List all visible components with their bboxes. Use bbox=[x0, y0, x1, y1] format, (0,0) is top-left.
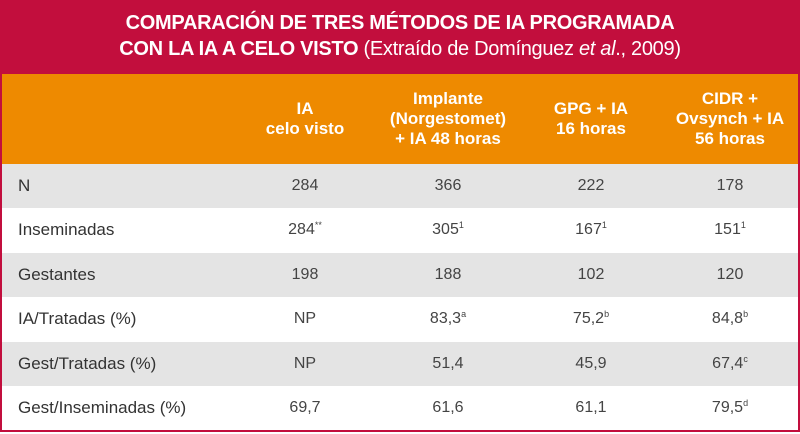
row-label: Gest/Inseminadas (%) bbox=[18, 398, 187, 417]
column-header: Implante (Norgestomet) + IA 48 horas bbox=[389, 89, 507, 148]
table-cell: NP bbox=[293, 310, 317, 328]
footnote-mark: 1 bbox=[458, 220, 464, 231]
title-line-1: COMPARACIÓN DE TRES MÉTODOS DE IA PROGRA… bbox=[125, 12, 675, 34]
title-line-2: CON LA IA A CELO VISTO (Extraído de Domí… bbox=[0, 38, 800, 61]
table-cell: 51,4 bbox=[432, 354, 464, 372]
table-cell: 222 bbox=[577, 177, 605, 194]
table-cell: 1511 bbox=[714, 220, 746, 239]
source-citation: (Extraído de Domínguez et al., 2009) bbox=[364, 38, 681, 60]
source-prefix: (Extraído de Domínguez bbox=[363, 38, 579, 60]
table-row: Gestantes 198 188 102 120 bbox=[2, 252, 798, 298]
table-cell: 102 bbox=[577, 265, 605, 283]
column-header: IA celo visto bbox=[265, 99, 345, 138]
source-italic: et al bbox=[578, 38, 616, 60]
footnote-mark: c bbox=[743, 353, 748, 364]
row-label: Inseminadas bbox=[18, 220, 115, 240]
footnote-mark: 1 bbox=[740, 220, 746, 231]
table-cell: 79,5d bbox=[711, 398, 749, 417]
footnote-mark: d bbox=[743, 398, 749, 408]
table-cell: 198 bbox=[291, 265, 319, 283]
column-header: GPG + IA 16 horas bbox=[553, 99, 629, 138]
footnote-mark: a bbox=[461, 309, 467, 320]
footnote-mark: 1 bbox=[601, 220, 607, 231]
table-cell: 61,6 bbox=[432, 399, 464, 416]
table-cell: 1671 bbox=[575, 220, 607, 239]
table-cell: 284** bbox=[288, 220, 322, 239]
table-cell: 83,3a bbox=[429, 309, 467, 328]
table-cell: 3051 bbox=[432, 220, 464, 239]
table-cell: 188 bbox=[434, 265, 462, 283]
table-row: Gest/Inseminadas (%) 69,7 61,6 61,1 79,5d bbox=[2, 386, 798, 430]
table-cell: 84,8b bbox=[711, 309, 749, 328]
table-cell: NP bbox=[293, 354, 317, 372]
table-cell: 69,7 bbox=[289, 399, 321, 416]
table-cell: 67,4c bbox=[712, 353, 748, 372]
table-row: N 284 366 222 178 bbox=[2, 164, 798, 209]
title-line-2-text: CON LA IA A CELO VISTO bbox=[119, 38, 359, 60]
footnote-mark: b bbox=[743, 309, 749, 320]
row-label: Gestantes bbox=[18, 264, 96, 284]
table-row: IA/Tratadas (%) NP 83,3a 75,2b 84,8b bbox=[2, 297, 798, 341]
row-label: N bbox=[18, 176, 31, 195]
table-header: IA celo visto Implante (Norgestomet) + IA… bbox=[2, 74, 798, 164]
row-label: Gest/Tratadas (%) bbox=[18, 353, 157, 373]
table-cell: 75,2b bbox=[572, 309, 610, 328]
table-cell: 284 bbox=[291, 177, 319, 194]
table-cell: 45,9 bbox=[575, 354, 607, 372]
column-header: CIDR + Ovsynch + IA 56 horas bbox=[675, 89, 785, 148]
row-label: IA/Tratadas (%) bbox=[18, 309, 137, 329]
table-row: Inseminadas 284** 3051 1671 1511 bbox=[2, 208, 798, 252]
table-cell: 366 bbox=[434, 177, 462, 194]
source-suffix: ., 2009) bbox=[615, 38, 681, 60]
footnote-mark: b bbox=[604, 309, 610, 320]
footnote-mark: ** bbox=[314, 220, 322, 231]
table-row: Gest/Tratadas (%) NP 51,4 45,9 67,4c bbox=[2, 341, 798, 386]
table-cell: 120 bbox=[716, 265, 744, 283]
table-cell: 178 bbox=[716, 177, 744, 194]
table-title: COMPARACIÓN DE TRES MÉTODOS DE IA PROGRA… bbox=[0, 0, 800, 74]
table-cell: 61,1 bbox=[575, 399, 607, 416]
